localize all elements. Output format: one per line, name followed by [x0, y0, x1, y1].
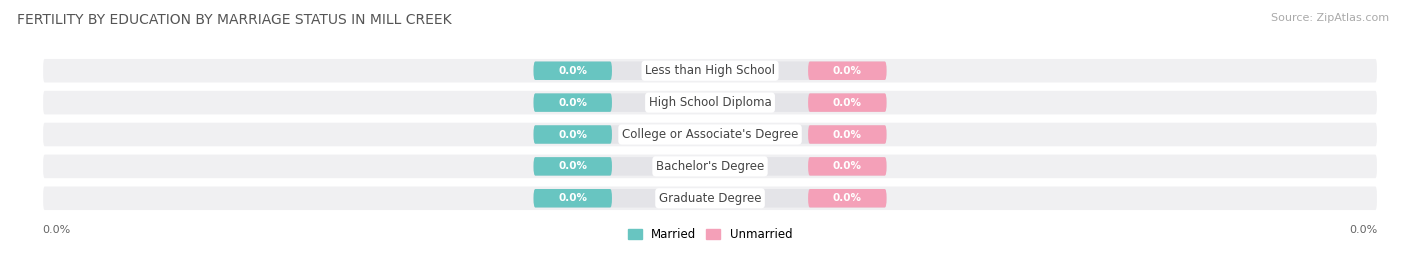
FancyBboxPatch shape — [533, 189, 612, 207]
Text: FERTILITY BY EDUCATION BY MARRIAGE STATUS IN MILL CREEK: FERTILITY BY EDUCATION BY MARRIAGE STATU… — [17, 13, 451, 27]
FancyBboxPatch shape — [44, 186, 1376, 210]
FancyBboxPatch shape — [533, 93, 887, 112]
FancyBboxPatch shape — [533, 157, 887, 176]
FancyBboxPatch shape — [808, 62, 887, 80]
FancyBboxPatch shape — [808, 125, 887, 144]
Text: 0.0%: 0.0% — [832, 129, 862, 140]
FancyBboxPatch shape — [44, 155, 1376, 178]
Text: Source: ZipAtlas.com: Source: ZipAtlas.com — [1271, 13, 1389, 23]
Text: 0.0%: 0.0% — [558, 129, 588, 140]
Text: 0.0%: 0.0% — [558, 161, 588, 171]
Text: College or Associate's Degree: College or Associate's Degree — [621, 128, 799, 141]
Text: Bachelor's Degree: Bachelor's Degree — [657, 160, 763, 173]
Text: 0.0%: 0.0% — [832, 66, 862, 76]
FancyBboxPatch shape — [533, 62, 612, 80]
FancyBboxPatch shape — [808, 189, 887, 207]
Text: 0.0%: 0.0% — [832, 161, 862, 171]
FancyBboxPatch shape — [533, 157, 612, 176]
Text: High School Diploma: High School Diploma — [648, 96, 772, 109]
FancyBboxPatch shape — [44, 59, 1376, 83]
FancyBboxPatch shape — [44, 91, 1376, 114]
Text: 0.0%: 0.0% — [558, 98, 588, 108]
FancyBboxPatch shape — [44, 123, 1376, 146]
FancyBboxPatch shape — [808, 93, 887, 112]
Legend: Married, Unmarried: Married, Unmarried — [623, 223, 797, 246]
FancyBboxPatch shape — [533, 189, 887, 207]
Text: Graduate Degree: Graduate Degree — [659, 192, 761, 205]
FancyBboxPatch shape — [808, 157, 887, 176]
FancyBboxPatch shape — [533, 62, 887, 80]
FancyBboxPatch shape — [533, 125, 612, 144]
Text: Less than High School: Less than High School — [645, 64, 775, 77]
Text: 0.0%: 0.0% — [832, 193, 862, 203]
FancyBboxPatch shape — [533, 93, 612, 112]
Text: 0.0%: 0.0% — [558, 193, 588, 203]
Text: 0.0%: 0.0% — [832, 98, 862, 108]
FancyBboxPatch shape — [533, 125, 887, 144]
Text: 0.0%: 0.0% — [558, 66, 588, 76]
